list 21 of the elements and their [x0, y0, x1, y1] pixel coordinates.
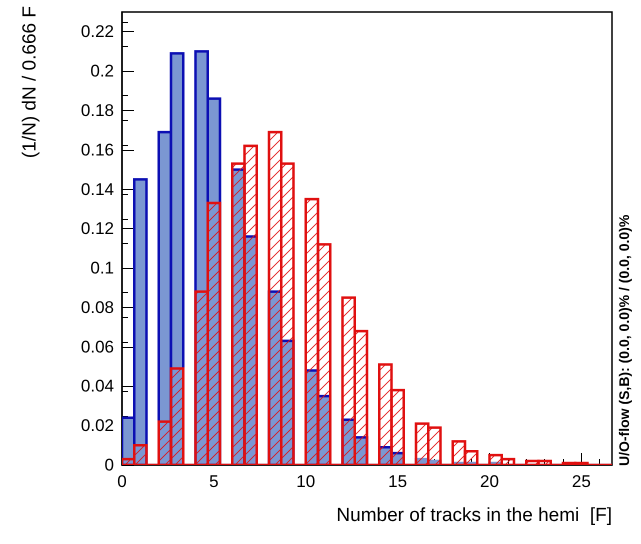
- y-tick-label: 0.1: [90, 258, 114, 278]
- y-tick-label: 0.2: [90, 62, 114, 81]
- x-tick-label: 5: [209, 472, 219, 491]
- y-tick-label: 0: [104, 456, 114, 474]
- y-axis-title: (1/N) dN / 0.666 F: [20, 6, 40, 158]
- y-tick-label: 0.18: [80, 100, 114, 120]
- y-tick-label: 0.04: [80, 376, 114, 396]
- x-axis-title: Number of tracks in the hemi [F]: [336, 505, 612, 526]
- x-tick-label: 25: [572, 472, 591, 491]
- x-tick-label: 20: [480, 472, 499, 491]
- y-tick-label: 0.14: [80, 180, 114, 199]
- y-tick-label: 0.16: [80, 140, 114, 160]
- y-tick-label: 0.12: [80, 219, 114, 238]
- x-tick-label: 10: [296, 472, 316, 491]
- y-tick-label: 0.08: [80, 298, 114, 317]
- y-tick-label: 0.02: [80, 416, 114, 436]
- text: U/O-flow (S,B): (0.0, 0.0)% / (0.0, 0.0)%: [616, 214, 632, 466]
- x-tick-label: 15: [388, 472, 408, 491]
- y-tick-label: 0.06: [80, 337, 114, 356]
- y-tick-label: 0.22: [80, 22, 114, 42]
- x-tick-label: 0: [117, 472, 127, 491]
